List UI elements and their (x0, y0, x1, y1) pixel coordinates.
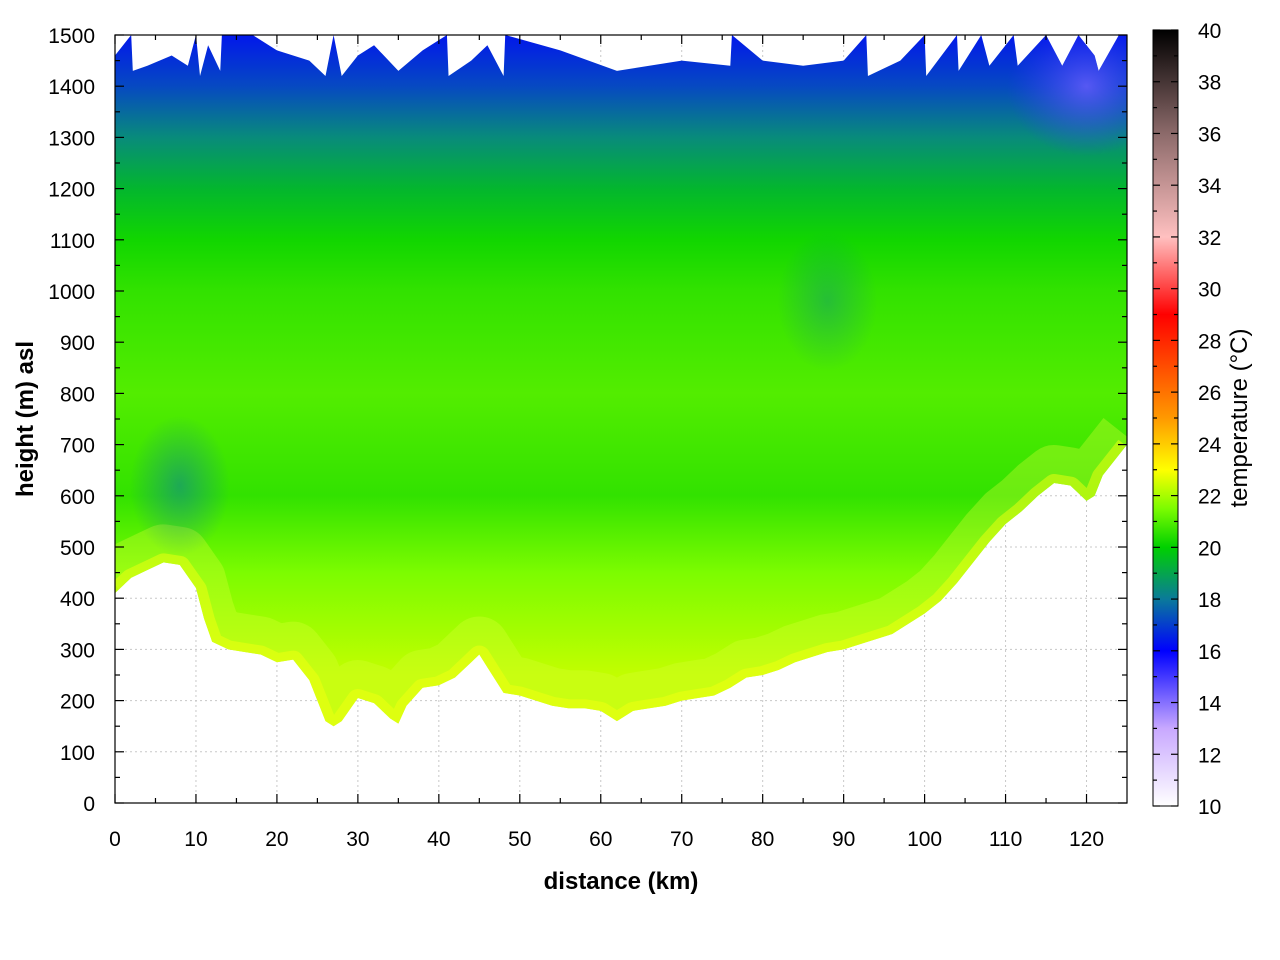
y-tick-label: 900 (60, 332, 95, 355)
y-tick-label: 100 (60, 742, 95, 765)
y-tick-label: 1200 (48, 179, 95, 202)
colorbar-tick-label: 36 (1198, 123, 1221, 146)
y-tick-label: 800 (60, 383, 95, 406)
colorbar-tick-label: 26 (1198, 382, 1221, 405)
y-tick-label: 1400 (48, 76, 95, 99)
colorbar-tick-label: 10 (1198, 796, 1221, 819)
temperature-field-clipped (115, 35, 1127, 727)
colorbar-tick-label: 20 (1198, 537, 1221, 560)
colorbar-tick-label: 24 (1198, 434, 1222, 457)
axis-ticks (114, 34, 1127, 804)
colorbar: 10 12 14 16 18 20 22 24 26 28 30 32 34 36 38 40 tempera… (1152, 20, 1253, 819)
colorbar-tick-label: 14 (1198, 693, 1222, 716)
colorbar-tick-label: 22 (1198, 486, 1221, 509)
colorbar-tick-label: 40 (1198, 20, 1221, 43)
colorbar-tick-label: 38 (1198, 72, 1221, 95)
colorbar-ramp (1152, 29, 1179, 807)
x-tick-label: 50 (508, 828, 531, 851)
y-tick-label: 1300 (48, 127, 95, 150)
x-tick-label: 80 (751, 828, 774, 851)
cool-spot (777, 231, 878, 372)
y-tick-label: 300 (60, 639, 95, 662)
y-tick-label: 400 (60, 588, 95, 611)
colorbar-tick-label: 34 (1198, 175, 1222, 198)
y-tick-label: 1100 (50, 230, 95, 253)
y-tick-label: 500 (60, 537, 95, 560)
colorbar-tick-label: 32 (1198, 227, 1221, 250)
colorbar-tick-label: 30 (1198, 279, 1221, 302)
colorbar-title: temperature (°C) (1226, 329, 1253, 508)
cool-spot (129, 415, 230, 556)
colorbar-tick-label: 18 (1198, 589, 1221, 612)
x-tick-label: 110 (989, 828, 1022, 851)
x-tick-label: 120 (1069, 828, 1104, 851)
y-tick-label: 1500 (48, 25, 95, 48)
x-tick-label: 100 (907, 828, 942, 851)
x-tick-label: 10 (184, 828, 207, 851)
x-tick-labels: 0 10 20 30 40 50 60 70 80 90 100 110 120 (109, 828, 1104, 851)
y-tick-label: 700 (60, 435, 95, 458)
x-tick-label: 30 (346, 828, 369, 851)
y-tick-label: 0 (83, 793, 95, 816)
y-tick-label: 600 (60, 486, 95, 509)
x-tick-label: 60 (589, 828, 612, 851)
colorbar-tick-label: 12 (1198, 744, 1221, 767)
x-axis-title: distance (km) (544, 868, 699, 895)
temperature-field (115, 35, 1127, 727)
x-tick-label: 40 (427, 828, 450, 851)
y-tick-label: 1000 (48, 281, 95, 304)
x-tick-label: 70 (670, 828, 693, 851)
x-tick-label: 20 (265, 828, 288, 851)
y-tick-label: 200 (60, 691, 95, 714)
colorbar-tick-label: 16 (1198, 641, 1221, 664)
y-axis-title: height (m) asl (12, 341, 39, 497)
y-tick-labels: 0 100 200 300 400 500 600 700 800 900 1000 1100 1200… (48, 25, 95, 816)
colorbar-tick-label: 28 (1198, 330, 1221, 353)
colorbar-tick-labels: 10 12 14 16 18 20 22 24 26 28 30 32 34 36 38 40 (1198, 20, 1222, 819)
x-tick-label: 90 (832, 828, 855, 851)
x-tick-label: 0 (109, 828, 121, 851)
colorbar-ticks (1153, 29, 1178, 807)
